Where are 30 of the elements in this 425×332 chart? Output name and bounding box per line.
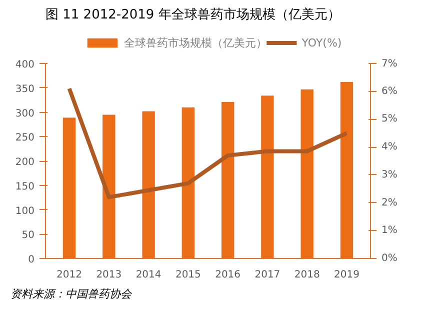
x-tick-label: 2014 bbox=[136, 270, 162, 280]
y-tick-label: 100 bbox=[15, 206, 35, 217]
x-tick-label: 2013 bbox=[96, 270, 122, 280]
x-tick-label: 2017 bbox=[254, 270, 280, 280]
x-tick-label: 2015 bbox=[175, 270, 201, 280]
text: 资料来源：中国兽药协会 bbox=[10, 288, 132, 300]
y-tick-label: 150 bbox=[15, 181, 35, 192]
x-tick-label: 2018 bbox=[294, 270, 320, 280]
legend-label: 全球兽药市场规模（亿美元） bbox=[124, 36, 268, 50]
y2-tick-label: 5% bbox=[382, 114, 398, 125]
y-tick-label: 350 bbox=[15, 84, 35, 95]
y2-tick-label: 7% bbox=[382, 58, 398, 70]
y-tick-label: 400 bbox=[15, 60, 35, 70]
y-tick-label: 250 bbox=[15, 132, 35, 144]
x-tick-label: 2016 bbox=[215, 270, 241, 280]
x-tick-label: 2012 bbox=[56, 270, 82, 280]
y2-tick-label: 1% bbox=[382, 225, 398, 236]
x-tick-label: 2019 bbox=[334, 270, 360, 280]
y2-tick-label: 6% bbox=[382, 86, 398, 97]
chart-title: 图 11 2012-2019 年全球兽药市场规模（亿美元） bbox=[46, 6, 340, 22]
y2-tick-label: 2% bbox=[382, 197, 398, 208]
y2-tick-label: 0% bbox=[382, 253, 398, 264]
y-tick-label: 300 bbox=[15, 108, 35, 120]
y2-tick-label: 3% bbox=[382, 169, 398, 180]
legend-label: YOY(%) bbox=[300, 36, 342, 50]
y2-tick-label: 4% bbox=[382, 142, 398, 153]
y-tick-label: 0 bbox=[28, 254, 35, 266]
y-tick-label: 50 bbox=[22, 230, 35, 242]
y-tick-label: 200 bbox=[15, 157, 35, 168]
line-series bbox=[67, 86, 349, 200]
